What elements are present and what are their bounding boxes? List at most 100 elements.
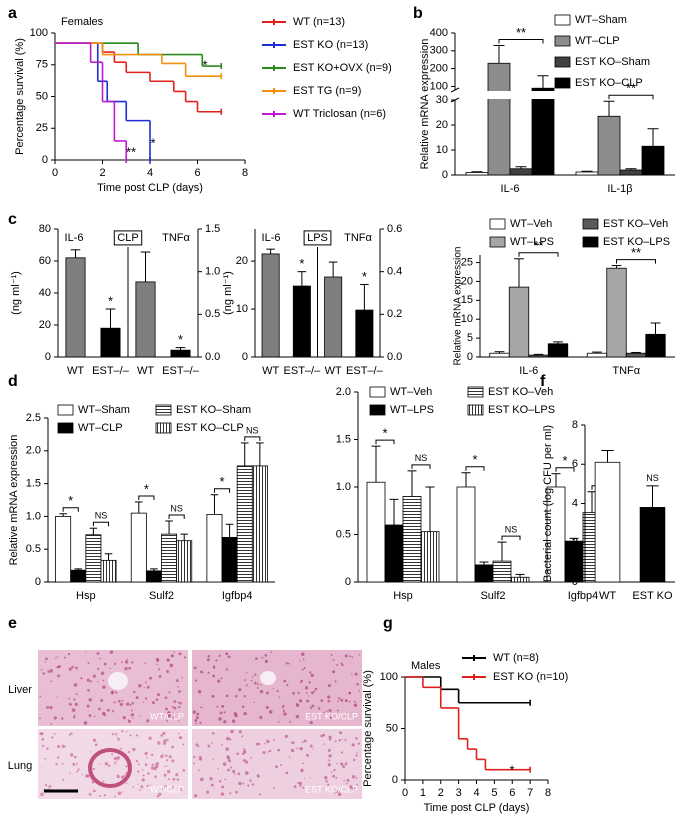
image-texture <box>348 700 351 703</box>
image-texture <box>177 685 179 688</box>
image-texture <box>177 701 180 704</box>
image-texture <box>126 658 128 660</box>
y-tick-label: 300 <box>430 45 448 57</box>
y-tick-label: 80 <box>39 223 51 235</box>
image-texture <box>135 696 139 700</box>
x-tick-label: Hsp <box>393 590 413 602</box>
image-texture <box>309 777 311 779</box>
image-texture <box>144 697 148 700</box>
bracket <box>168 514 185 519</box>
image-texture <box>73 683 78 687</box>
image-texture <box>211 731 215 735</box>
image-texture <box>340 698 344 702</box>
image-texture <box>181 677 184 679</box>
image-texture <box>46 705 50 709</box>
x-tick-label: EST–/– <box>284 365 322 377</box>
image-texture <box>344 654 348 658</box>
x-tick-label: WT <box>67 365 84 377</box>
image-texture <box>96 652 100 655</box>
image-texture <box>219 711 223 715</box>
image-texture <box>132 717 134 720</box>
image-texture <box>303 739 307 743</box>
image-texture <box>40 732 44 736</box>
y-tick-label: 1.0 <box>205 266 220 278</box>
image-texture <box>270 651 273 653</box>
annotation: * <box>509 762 514 777</box>
bracket <box>213 488 231 493</box>
image-texture <box>166 670 169 673</box>
y-axis-label: Percentage survival (%) <box>362 670 374 787</box>
image-texture <box>356 682 359 686</box>
image-texture <box>164 696 168 700</box>
image-texture <box>259 715 263 719</box>
image-texture <box>308 791 310 793</box>
image-texture <box>113 795 116 798</box>
image-texture <box>245 672 248 674</box>
box-frame <box>113 230 143 246</box>
image-texture <box>234 694 238 698</box>
image-texture <box>155 657 160 662</box>
image-texture <box>131 661 134 664</box>
image-texture <box>145 681 147 684</box>
image-texture <box>81 773 84 776</box>
box-frame <box>303 230 332 246</box>
image-texture <box>300 682 302 684</box>
image-texture <box>41 744 45 748</box>
image-texture <box>338 697 341 700</box>
image-texture <box>249 779 252 782</box>
image-texture <box>305 691 308 694</box>
image-texture <box>344 738 347 741</box>
x-axis-label: Time post CLP (days) <box>424 802 530 814</box>
image-texture <box>121 791 123 793</box>
bar <box>456 486 476 583</box>
image-texture <box>141 769 144 771</box>
image-texture <box>163 765 166 768</box>
annotation: NS <box>246 425 259 435</box>
image-texture <box>198 756 202 760</box>
image-texture <box>102 679 105 682</box>
image-texture <box>309 706 312 709</box>
image-texture <box>231 719 236 723</box>
image-texture <box>353 758 356 762</box>
bar <box>135 281 156 358</box>
bar <box>531 87 555 176</box>
image-texture <box>242 758 246 762</box>
image-texture <box>131 701 134 705</box>
image-texture <box>348 691 352 695</box>
image-texture <box>39 695 42 698</box>
axis-break-mark <box>450 87 460 93</box>
image-texture <box>68 703 71 706</box>
image-texture <box>297 691 300 694</box>
image-texture <box>94 743 98 746</box>
image-texture <box>171 705 174 708</box>
x-tick-label: 0 <box>402 787 408 799</box>
image-texture <box>354 672 358 676</box>
bar <box>55 516 72 583</box>
image-tile <box>192 729 362 799</box>
y-tick-label: 1.5 <box>336 433 351 445</box>
legend-swatch <box>582 218 599 230</box>
image-texture <box>195 722 197 725</box>
image-texture <box>287 662 290 665</box>
image-texture <box>267 751 270 753</box>
image-texture <box>282 704 285 708</box>
image-texture <box>44 661 47 663</box>
image-texture <box>243 695 246 698</box>
image-texture <box>194 679 198 682</box>
image-texture <box>160 754 164 759</box>
y-tick-label: 10 <box>236 303 248 315</box>
image-texture <box>157 741 161 745</box>
image-texture <box>328 738 332 741</box>
image-texture <box>165 765 168 767</box>
image-texture <box>116 756 121 760</box>
box-label: CLP <box>117 232 138 244</box>
image-texture <box>109 650 114 654</box>
image-texture <box>282 709 286 713</box>
image-texture <box>327 763 331 767</box>
y-tick-label: 1.5 <box>205 223 220 235</box>
y-tick-label: 6 <box>572 458 578 470</box>
bar <box>420 531 440 583</box>
image-texture <box>166 769 171 774</box>
bracket <box>244 436 261 441</box>
